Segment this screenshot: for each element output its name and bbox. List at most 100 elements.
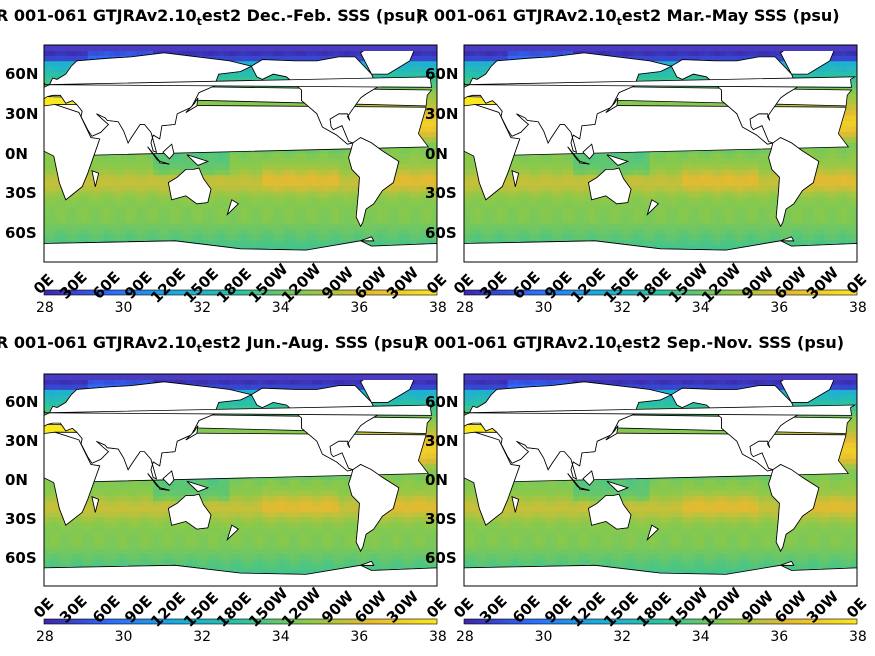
sss-cell [213, 180, 220, 187]
sss-cell [736, 196, 743, 203]
sss-cell [818, 66, 825, 73]
sss-cell [306, 158, 313, 165]
sss-cell [545, 180, 552, 187]
sss-cell [267, 218, 274, 225]
sss-cell [196, 213, 203, 220]
sss-cell [633, 196, 640, 203]
sss-cell [311, 158, 318, 165]
sss-cell [649, 72, 656, 79]
sss-cell [224, 213, 231, 220]
sss-cell [851, 115, 857, 122]
land-polygon [91, 170, 100, 187]
sss-cell [693, 191, 700, 198]
sss-cell [333, 229, 340, 236]
sss-cell [398, 229, 405, 236]
sss-cell [589, 164, 596, 171]
sss-cell [251, 213, 258, 220]
sss-cell [846, 55, 853, 62]
sss-cell [147, 196, 154, 203]
sss-cell [846, 93, 853, 100]
sss-cell [605, 196, 612, 203]
sss-cell [426, 50, 433, 57]
sss-cell [562, 196, 569, 203]
sss-cell [333, 207, 340, 214]
sss-cell [818, 180, 825, 187]
sss-cell [840, 61, 847, 68]
sss-cell [49, 196, 56, 203]
sss-cell [573, 186, 580, 193]
sss-cell [611, 164, 618, 171]
sss-cell [551, 180, 558, 187]
sss-cell [507, 50, 514, 57]
sss-cell [665, 61, 673, 68]
sss-cell [93, 202, 100, 209]
sss-cell [627, 196, 634, 203]
sss-cell [671, 180, 678, 187]
sss-cell [682, 169, 689, 176]
sss-cell [71, 196, 78, 203]
sss-cell [567, 164, 574, 171]
sss-cell [704, 148, 711, 155]
sss-cell [306, 164, 313, 171]
sss-cell [256, 196, 263, 203]
sss-cell [398, 218, 405, 225]
sss-cell [284, 148, 291, 155]
sss-cell [284, 240, 291, 247]
sss-cell [131, 224, 138, 231]
sss-cell [807, 186, 814, 193]
sss-cell [311, 164, 318, 171]
sss-cell [382, 148, 389, 155]
sss-cell [835, 180, 842, 187]
sss-cell [267, 180, 274, 187]
sss-cell [644, 180, 651, 187]
sss-cell [529, 50, 536, 57]
sss-cell [851, 137, 857, 144]
sss-cell [278, 191, 285, 198]
sss-cell [758, 186, 765, 193]
sss-cell [726, 196, 733, 203]
sss-cell [169, 213, 176, 220]
sss-cell [125, 229, 132, 236]
sss-cell [344, 158, 351, 165]
sss-cell [818, 164, 825, 171]
sss-cell [491, 55, 498, 62]
sss-cell [82, 234, 89, 241]
sss-cell [540, 191, 547, 198]
sss-cell [415, 148, 422, 155]
sss-cell [687, 164, 694, 171]
sss-cell [322, 202, 329, 209]
sss-cell [426, 213, 433, 220]
sss-cell [235, 196, 242, 203]
sss-cell [120, 229, 127, 236]
sss-cell [731, 148, 738, 155]
sss-cell [109, 164, 116, 171]
sss-cell [224, 164, 231, 171]
sss-cell [665, 180, 673, 187]
sss-cell [240, 213, 247, 220]
sss-cell [813, 153, 820, 160]
sss-cell [469, 99, 476, 106]
sss-cell [175, 234, 182, 241]
sss-cell [153, 196, 160, 203]
sss-cell [747, 180, 754, 187]
sss-cell [829, 72, 836, 79]
sss-cell [573, 169, 580, 176]
sss-cell [846, 148, 853, 155]
sss-cell [278, 202, 285, 209]
sss-cell [147, 50, 154, 57]
sss-cell [300, 240, 307, 247]
sss-cell [333, 234, 340, 241]
sss-cell [671, 153, 678, 160]
sss-cell [556, 186, 563, 193]
sss-cell [240, 234, 247, 241]
sss-cell [753, 50, 760, 57]
sss-cell [295, 164, 302, 171]
sss-cell [704, 50, 711, 57]
sss-cell [415, 191, 422, 198]
sss-cell [131, 213, 138, 220]
sss-cell [273, 218, 280, 225]
sss-cell [71, 50, 78, 57]
sss-cell [420, 61, 427, 68]
sss-cell [284, 245, 291, 252]
sss-cell [747, 191, 754, 198]
